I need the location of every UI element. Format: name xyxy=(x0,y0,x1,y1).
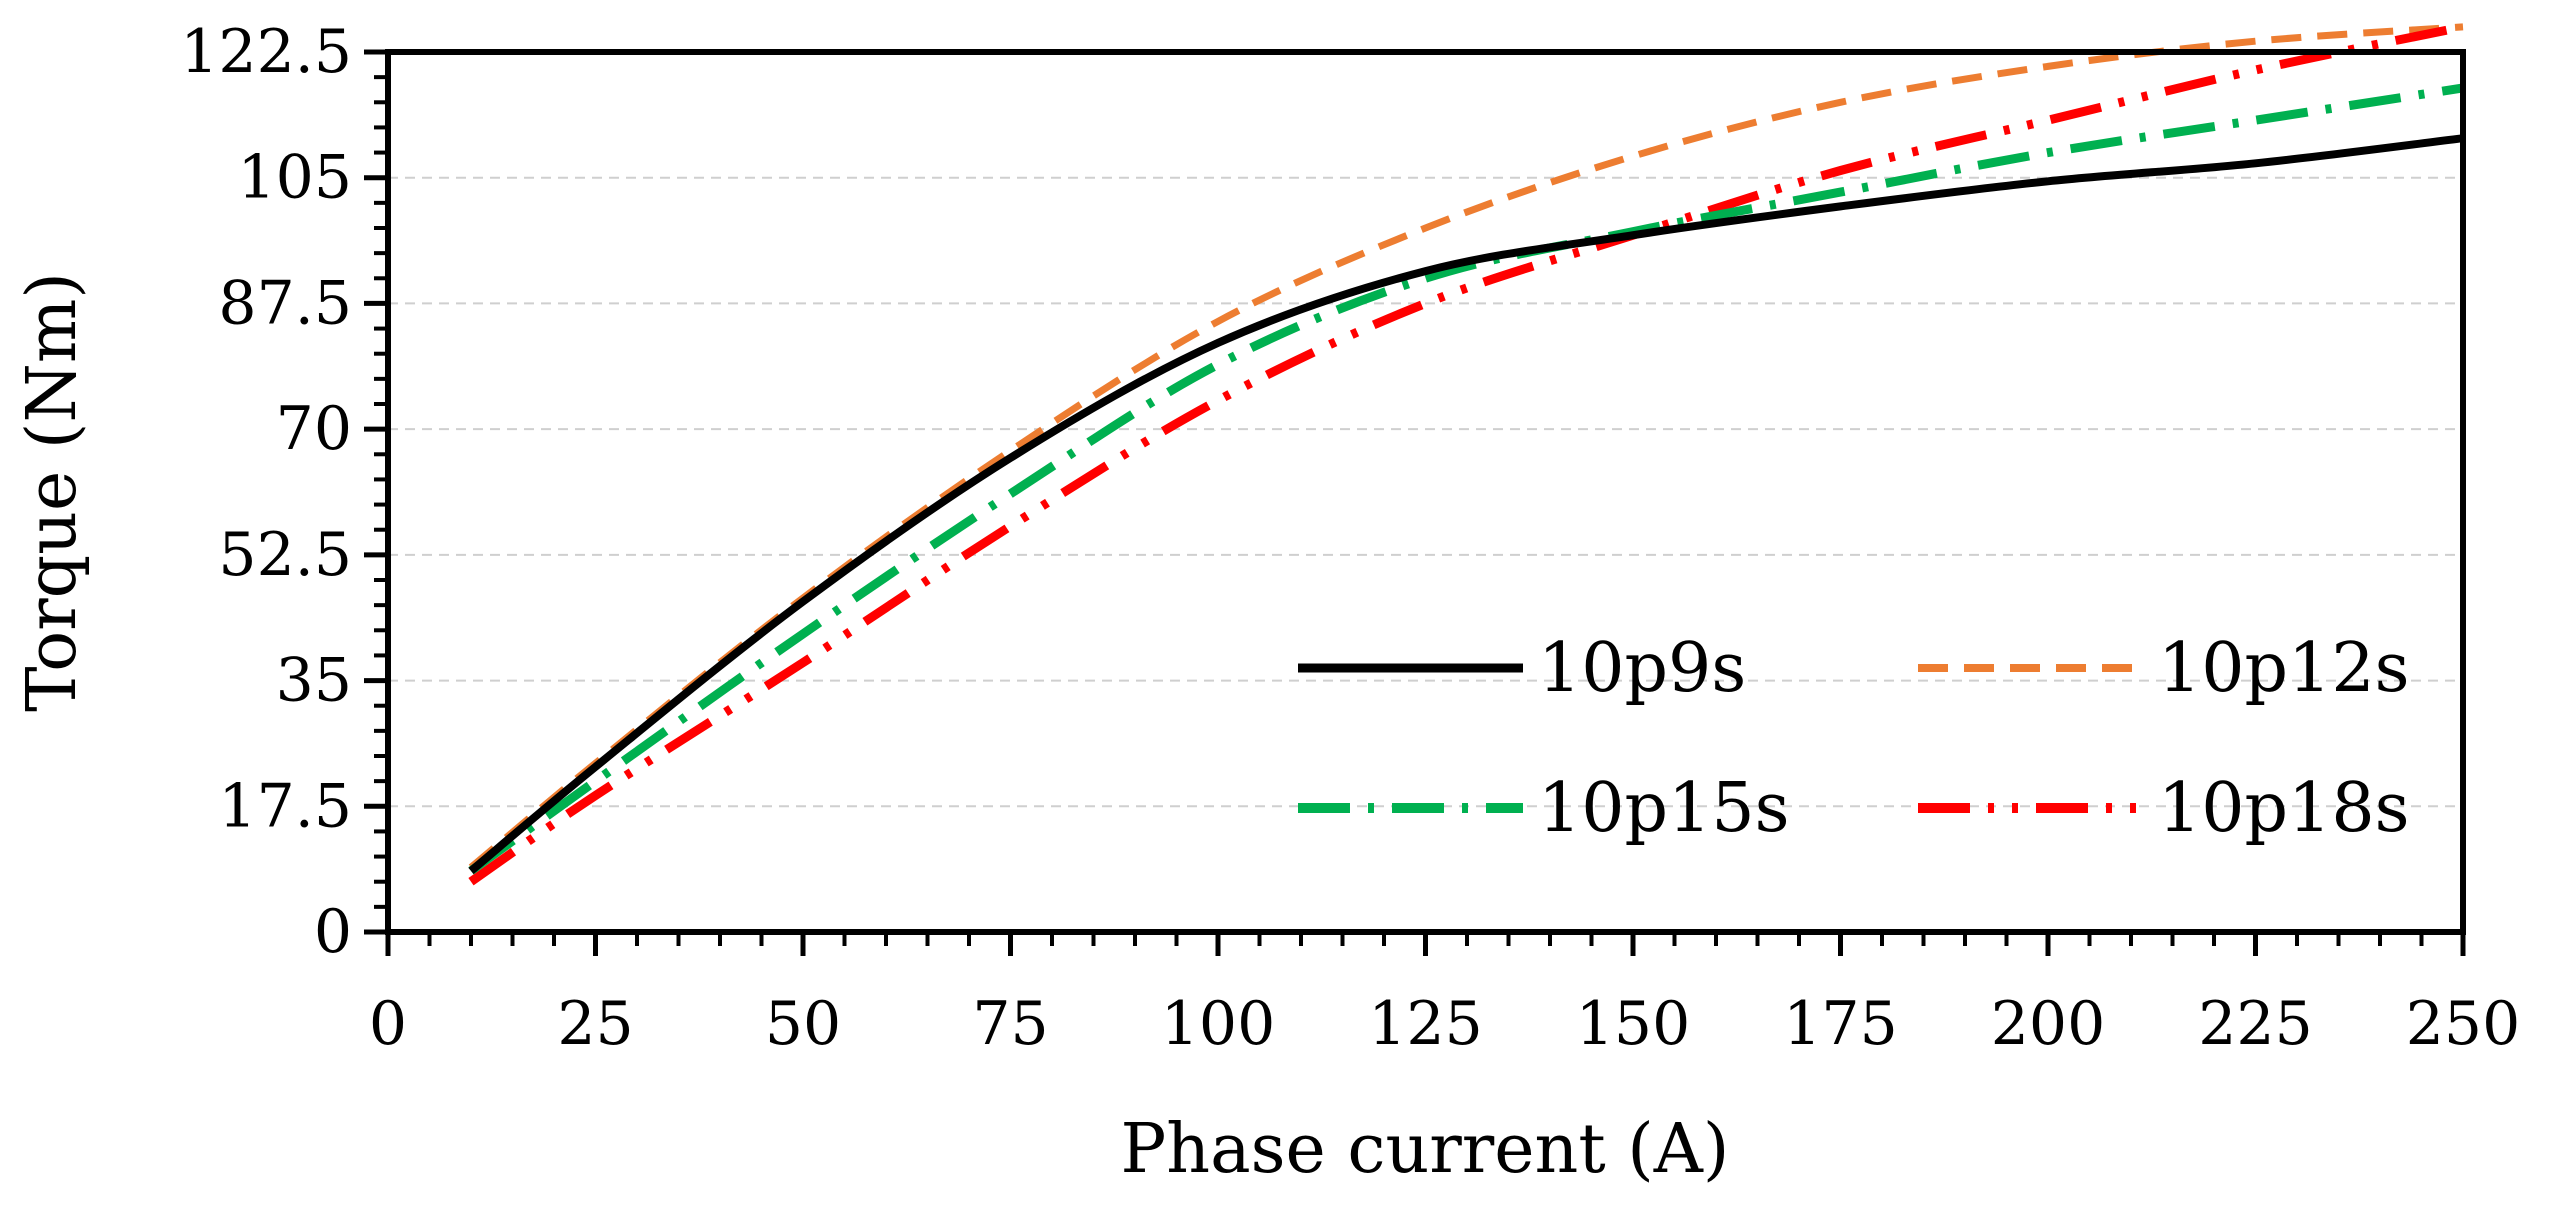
y-tick-label: 70 xyxy=(276,394,352,464)
y-tick-label: 35 xyxy=(276,646,352,716)
y-tick-label: 87.5 xyxy=(218,268,352,338)
x-tick-label: 75 xyxy=(972,989,1048,1059)
x-tick-label: 0 xyxy=(369,989,407,1059)
series-line-10p12s xyxy=(468,23,2464,870)
x-axis-title: Phase current (A) xyxy=(1121,1110,1730,1189)
series-line-10p18s xyxy=(468,22,2464,886)
y-tick-label: 0 xyxy=(314,897,352,967)
series-line-10p15s xyxy=(468,83,2464,875)
legend-label-10p12s: 10p12s xyxy=(2158,629,2409,708)
series-lines xyxy=(468,22,2464,886)
x-tick-label: 150 xyxy=(1576,989,1691,1059)
x-tick-label: 25 xyxy=(557,989,633,1059)
legend-label-10p15s: 10p15s xyxy=(1538,769,1789,848)
y-tick-label: 17.5 xyxy=(218,771,352,841)
x-tick-label: 250 xyxy=(2406,989,2521,1059)
y-axis-title: Torque (Nm) xyxy=(13,272,92,712)
x-tick-label: 100 xyxy=(1161,989,1276,1059)
legend-label-10p18s: 10p18s xyxy=(2158,769,2409,848)
y-tick-label: 105 xyxy=(237,143,352,213)
legend: 10p9s 10p12s 10p15s 10p18s xyxy=(1298,629,2409,848)
legend-label-10p9s: 10p9s xyxy=(1538,629,1746,708)
tick-labels: 0 25 50 75 100 125 150 175 200 225 250 0 17.5 35 52.5 7… xyxy=(180,17,2520,1059)
grid-lines xyxy=(388,51,2463,808)
x-tick-label: 225 xyxy=(2198,989,2313,1059)
y-tick-label: 122.5 xyxy=(180,17,352,87)
axis-ticks xyxy=(364,49,2466,956)
x-tick-label: 125 xyxy=(1368,989,1483,1059)
x-tick-label: 200 xyxy=(1991,989,2106,1059)
y-tick-label: 52.5 xyxy=(218,520,352,590)
series-line-10p9s xyxy=(468,134,2464,874)
x-tick-label: 175 xyxy=(1783,989,1898,1059)
plot-frame xyxy=(385,49,2466,935)
x-tick-label: 50 xyxy=(765,989,841,1059)
